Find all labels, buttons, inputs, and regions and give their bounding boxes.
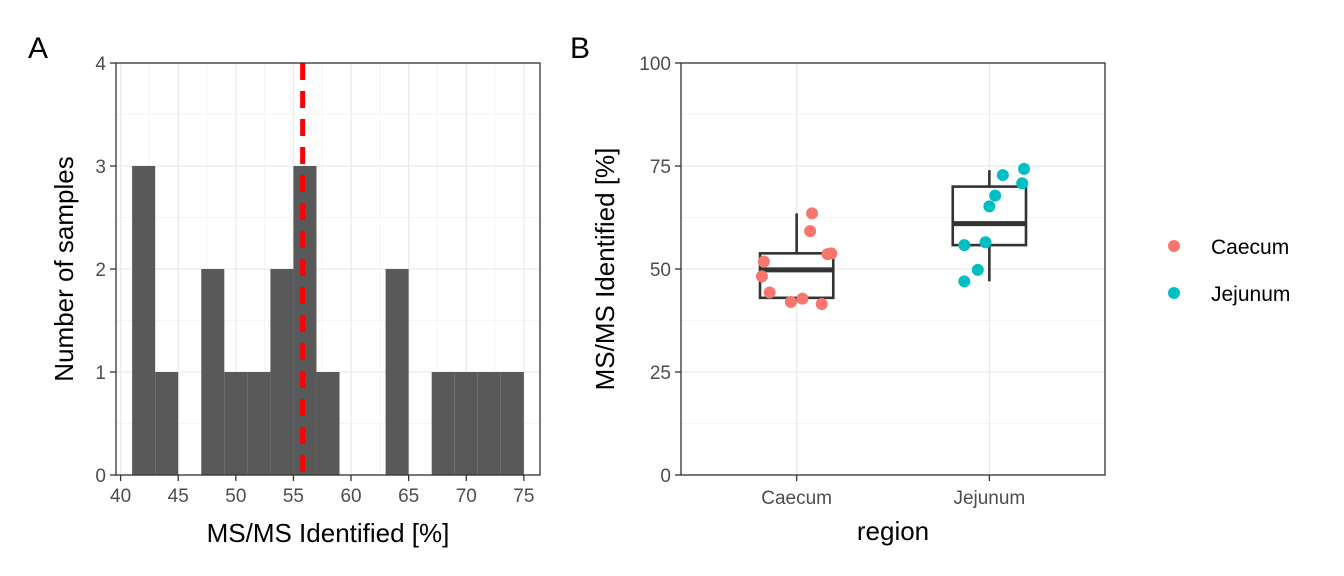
data-point (763, 286, 776, 299)
boxplot-x-axis-title: region (857, 516, 929, 546)
histogram-bar (224, 372, 248, 475)
boxplot-x-tick-label: Caecum (761, 488, 832, 509)
data-point (1018, 162, 1031, 175)
histogram-bar (316, 372, 340, 475)
legend: Caecum Jejunum (1168, 236, 1290, 306)
data-point (796, 292, 809, 305)
legend-key (1168, 287, 1180, 299)
panel-tag-b: B (570, 32, 590, 65)
histogram-bar (454, 372, 478, 475)
histogram-bar (132, 166, 156, 475)
data-point (815, 298, 828, 311)
legend-label: Caecum (1211, 236, 1289, 259)
histogram-x-tick-label: 55 (283, 486, 304, 507)
boxplot-points (755, 162, 1031, 311)
data-point (806, 207, 819, 220)
histogram-x-axis-title: MS/MS Identified [%] (207, 518, 450, 548)
histogram-bar (477, 372, 501, 475)
histogram-x-tick-label: 75 (513, 486, 534, 507)
histogram-bar (500, 372, 524, 475)
histogram-x-tick-label: 50 (225, 486, 246, 507)
data-point (979, 236, 992, 249)
data-point (755, 270, 768, 283)
histogram-x-tick-label: 40 (110, 486, 131, 507)
histogram-bar (201, 269, 225, 475)
boxplot-panel: B Caecum Jejunum 0 25 50 75 100 region MS/MS I… (570, 32, 1106, 546)
histogram-y-tick-label: 3 (95, 157, 106, 178)
legend-key (1168, 240, 1180, 252)
boxplot-y-axis-title: MS/MS Identified [%] (590, 148, 620, 391)
boxplot-y-tick-label: 0 (660, 466, 671, 487)
panel-tag-a: A (28, 32, 48, 65)
data-point (971, 263, 984, 276)
histogram-x-tick-label: 70 (456, 486, 477, 507)
histogram-y-tick-label: 2 (95, 260, 106, 281)
data-point (958, 275, 971, 288)
histogram-x-tick-label: 60 (340, 486, 361, 507)
boxplot-y-tick-label: 75 (650, 157, 671, 178)
legend-label: Jejunum (1211, 283, 1290, 306)
histogram-y-axis-title: Number of samples (49, 156, 79, 381)
boxplot-y-tick-label: 100 (639, 54, 671, 75)
histogram-bars (132, 166, 524, 475)
data-point (996, 169, 1009, 182)
data-point (804, 225, 817, 238)
histogram-bar (155, 372, 179, 475)
boxplot-axes: Caecum Jejunum 0 25 50 75 100 (639, 54, 1025, 509)
histogram-x-tick-label: 45 (168, 486, 189, 507)
histogram-bar (431, 372, 455, 475)
data-point (784, 295, 797, 308)
histogram-bar (270, 269, 294, 475)
histogram-x-tick-label: 65 (398, 486, 419, 507)
boxplot-y-tick-label: 25 (650, 363, 671, 384)
data-point (989, 189, 1002, 202)
data-point (821, 248, 834, 261)
boxplot-y-tick-label: 50 (650, 260, 671, 281)
boxplot-x-tick-label: Jejunum (953, 488, 1025, 509)
data-point (757, 255, 770, 268)
histogram-bar (385, 269, 409, 475)
data-point (958, 239, 971, 252)
histogram-y-tick-label: 4 (95, 54, 106, 75)
histogram-y-tick-label: 1 (95, 363, 106, 384)
histogram-bar (247, 372, 271, 475)
histogram-y-tick-label: 0 (95, 466, 106, 487)
histogram-panel: A 40 45 50 55 60 65 70 75 0 1 2 3 4 MS/MS Identified… (28, 32, 541, 548)
data-point (1016, 177, 1029, 190)
data-point (983, 200, 996, 213)
histogram-axes: 40 45 50 55 60 65 70 75 0 1 2 3 4 (95, 54, 534, 507)
